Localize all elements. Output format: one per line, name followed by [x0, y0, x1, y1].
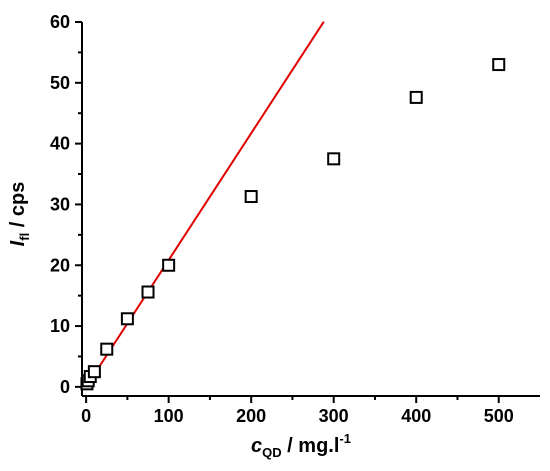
axes [81, 22, 540, 397]
x-tick-label: 500 [484, 406, 514, 426]
y-tick-label: 20 [50, 255, 70, 275]
x-tick-label: 100 [154, 406, 184, 426]
x-axis-title-sup: -1 [339, 431, 351, 446]
y-axis-title-main: I [7, 240, 29, 246]
x-tick-label: 400 [401, 406, 431, 426]
y-tick-label: 10 [50, 316, 70, 336]
y-tick-label: 50 [50, 73, 70, 93]
fit-line-group [85, 21, 325, 388]
data-point [87, 365, 101, 379]
data-point [162, 258, 176, 272]
y-tick-label: 30 [50, 194, 70, 214]
data-point [100, 342, 114, 356]
x-axis-title-sub: QD [262, 445, 282, 460]
x-tick-label: 0 [81, 406, 91, 426]
x-tick-label: 300 [319, 406, 349, 426]
y-axis-title-sub: fl [17, 233, 32, 241]
y-axis-title-rest: / cps [7, 182, 29, 233]
x-axis-title-main: c [251, 435, 262, 457]
y-ticks: 0 10 20 30 40 50 60 [50, 12, 82, 397]
data-point [244, 190, 258, 204]
y-tick-label: 40 [50, 134, 70, 154]
data-point [327, 152, 341, 166]
y-tick-label: 0 [60, 377, 70, 397]
x-tick-label: 200 [236, 406, 266, 426]
data-point [141, 285, 155, 299]
x-axis-title-rest: / mg.l [282, 435, 340, 457]
x-ticks: 0 100 200 300 400 500 [81, 396, 514, 426]
linear-fit-line [85, 21, 325, 388]
data-point [409, 90, 423, 104]
data-point [492, 58, 506, 72]
x-axis-title: cQD / mg.l-1 [251, 431, 351, 460]
y-axis-title: Ifl / cps [7, 182, 32, 247]
data-point [120, 312, 134, 326]
data-points [80, 58, 506, 391]
y-tick-label: 60 [50, 12, 70, 32]
